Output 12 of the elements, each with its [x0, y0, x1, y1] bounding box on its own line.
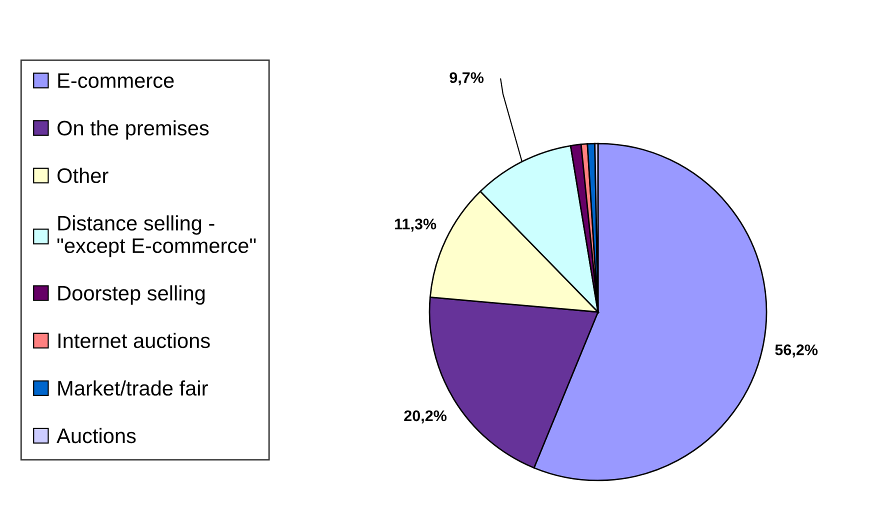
legend-label: On the premises [58, 120, 209, 140]
data-label: 56,2% [775, 344, 818, 358]
legend-label: Doorstep selling [58, 285, 205, 305]
legend-label: Other [58, 168, 108, 184]
legend-label: Distance selling - "except E-commerce" [57, 215, 256, 258]
legend-label: Auctions [56, 428, 136, 444]
data-label: 20,2% [404, 410, 447, 424]
legend-label: E-commerce [58, 73, 174, 88]
legend-label: Internet auctions [58, 332, 210, 348]
data-label: 9,7% [450, 72, 484, 86]
legend-label: Market/trade fair [58, 380, 208, 396]
data-label: 11,3% [395, 218, 436, 232]
